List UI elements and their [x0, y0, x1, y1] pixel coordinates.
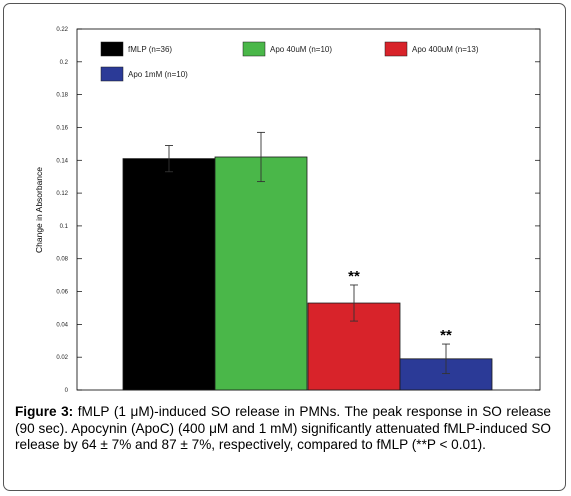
- y-tick-label: 0.12: [56, 191, 68, 197]
- y-tick-label: 0.1: [60, 224, 69, 230]
- figure-frame: [3, 3, 566, 491]
- caption-label: Figure 3:: [15, 404, 74, 419]
- y-tick-label: 0: [65, 388, 69, 394]
- y-axis-label: Change in Absorbance: [34, 167, 44, 253]
- y-tick-label: 0.18: [56, 93, 68, 99]
- legend-swatch-3: [384, 41, 408, 57]
- bar-2: [214, 156, 308, 391]
- legend-swatch-1: [100, 41, 124, 57]
- significance-mark-3: **: [348, 268, 360, 285]
- bar-chart: 0 0.02 0.04 0.06 0.08 0.1 0.12 0.14 0.16 0.18 0.2 0…: [34, 27, 541, 394]
- y-tick-label: 0.06: [56, 290, 68, 296]
- y-tick-label: 0.02: [56, 355, 68, 361]
- y-tick-label: 0.16: [56, 125, 68, 131]
- legend-label-4: Apo 1mM (n=10): [128, 70, 188, 79]
- legend-label-3: Apo 400uM (n=13): [412, 45, 479, 54]
- y-tick-label: 0.14: [56, 158, 68, 164]
- legend-swatch-4: [100, 66, 124, 82]
- legend-label-2: Apo 40uM (n=10): [270, 45, 332, 54]
- bars: ** **: [122, 131, 493, 391]
- y-tick-label: 0.2: [60, 60, 69, 66]
- figure-caption: Figure 3: fMLP (1 μM)-induced SO release…: [15, 404, 551, 454]
- legend-swatch-2: [242, 41, 266, 57]
- legend-label-1: fMLP (n=36): [128, 45, 172, 54]
- y-tick-label: 0.22: [56, 27, 68, 33]
- y-tick-label: 0.04: [56, 322, 68, 328]
- bar-1: [122, 158, 216, 391]
- y-axis-ticks: 0 0.02 0.04 0.06 0.08 0.1 0.12 0.14 0.16 0.18 0.2 0…: [56, 27, 540, 394]
- legend: fMLP (n=36) Apo 40uM (n=10) Apo 400uM (n=1…: [100, 41, 479, 82]
- significance-mark-4: **: [440, 327, 452, 344]
- y-tick-label: 0.08: [56, 257, 68, 263]
- caption-text: fMLP (1 μM)-induced SO release in PMNs. …: [15, 404, 551, 453]
